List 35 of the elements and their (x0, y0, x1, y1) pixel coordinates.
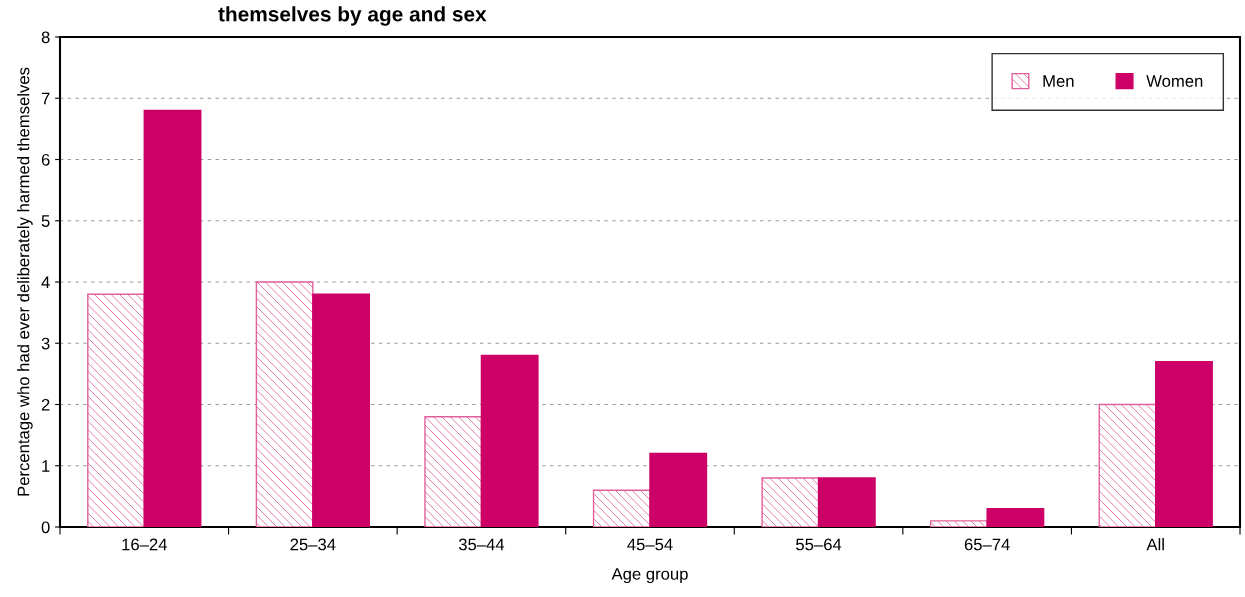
y-tick-label: 5 (41, 215, 50, 227)
x-tick-label: All (1146, 538, 1164, 551)
y-tick-label: 8 (41, 31, 50, 44)
legend-label: Men (1043, 75, 1074, 87)
y-tick-label: 3 (41, 337, 50, 350)
bar (1098, 403, 1157, 527)
y-tick-label: 1 (42, 460, 50, 472)
x-tick-label: 65–74 (964, 538, 1010, 551)
legend-label: Women (1146, 75, 1203, 87)
y-tick-label: 6 (41, 153, 50, 166)
x-tick-label: 55–64 (796, 538, 842, 551)
x-tick-label: 35–44 (458, 538, 505, 551)
bar (87, 293, 145, 527)
y-tick-label: 0 (41, 521, 50, 534)
chart-title: themselves by age and sex (218, 6, 487, 26)
bar (929, 520, 988, 527)
bar (649, 452, 708, 527)
bar (424, 416, 483, 527)
x-axis-title: Age group (611, 568, 688, 584)
y-axis-title: Percentage who had ever deliberately harmed themselves (17, 67, 33, 496)
bar (255, 281, 314, 527)
x-tick-label: 45–54 (627, 538, 673, 551)
bar (312, 293, 371, 527)
y-tick-label: 4 (41, 276, 50, 289)
bar (143, 109, 202, 527)
bar (1155, 360, 1213, 527)
y-tick-label: 2 (41, 398, 50, 411)
y-tick-label: 7 (41, 92, 50, 105)
x-tick-label: 16–24 (122, 538, 167, 551)
bar (817, 477, 876, 527)
bar (592, 489, 651, 527)
x-tick-label: 25–34 (290, 538, 336, 551)
bar (986, 507, 1045, 527)
bar (480, 354, 539, 527)
bar (761, 477, 820, 527)
